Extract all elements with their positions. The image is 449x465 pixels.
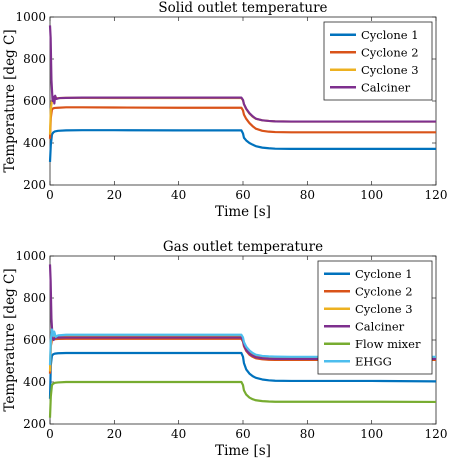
y-axis-label: Temperature [deg C]	[2, 29, 18, 172]
chart-gas-outlet: Gas outlet temperature 0 20 40 60 80 100 120 200…	[2, 239, 447, 459]
x-tick-label: 20	[107, 188, 122, 202]
legend-entry: Cyclone 3	[361, 63, 419, 77]
y-tick-label: 400	[23, 375, 46, 389]
y-tick-label: 800	[23, 52, 46, 66]
y-tick-label: 600	[23, 94, 46, 108]
y-tick-label: 200	[23, 178, 46, 192]
y-tick-label: 600	[23, 333, 46, 347]
chart-title: Gas outlet temperature	[163, 239, 323, 255]
x-tick-label: 40	[171, 427, 186, 441]
legend-entry: Cyclone 3	[355, 302, 413, 316]
series-line-cyclone-1	[48, 351, 437, 399]
x-tick-label: 0	[46, 427, 54, 441]
x-tick-label: 80	[300, 427, 315, 441]
y-tick-label: 800	[23, 291, 46, 305]
chart-solid-outlet: Solid outlet temperature 0 20 40 60 80 100 120 2…	[2, 0, 447, 220]
x-tick-label: 60	[235, 188, 250, 202]
legend-entry: Cyclone 1	[361, 28, 419, 42]
x-tick-label: 120	[425, 188, 448, 202]
chart-title: Solid outlet temperature	[158, 0, 327, 16]
series-line-ehgg	[48, 328, 436, 366]
x-tick-label: 20	[107, 427, 122, 441]
series-line-calciner	[48, 25, 436, 123]
legend-entry: Calciner	[355, 319, 405, 333]
legend-entry: Calciner	[361, 80, 411, 94]
x-tick-label: 100	[360, 188, 383, 202]
legend-entry: Cyclone 1	[355, 267, 413, 281]
x-axis-label: Time [s]	[215, 204, 271, 220]
x-axis-label: Time [s]	[215, 443, 271, 459]
legend-entry: Cyclone 2	[361, 45, 419, 59]
y-tick-label: 200	[23, 417, 46, 431]
legend	[317, 260, 433, 375]
y-tick-label: 1000	[15, 249, 46, 263]
y-tick-label: 400	[23, 136, 46, 150]
legend-entry: Flow mixer	[355, 337, 421, 351]
x-tick-label: 80	[300, 188, 315, 202]
series-line-cyclone-1	[48, 129, 436, 162]
legend-entry: Cyclone 2	[355, 284, 413, 298]
y-axis-label: Temperature [deg C]	[2, 268, 18, 411]
x-tick-label: 60	[235, 427, 250, 441]
series-line-cyclone-2	[48, 106, 436, 139]
x-tick-label: 100	[360, 427, 383, 441]
x-tick-label: 120	[425, 427, 448, 441]
legend-entry: EHGG	[355, 354, 392, 368]
y-tick-label: 1000	[15, 10, 46, 24]
x-tick-label: 40	[171, 188, 186, 202]
x-tick-label: 0	[46, 188, 54, 202]
series-line-flow-mixer	[48, 380, 437, 418]
